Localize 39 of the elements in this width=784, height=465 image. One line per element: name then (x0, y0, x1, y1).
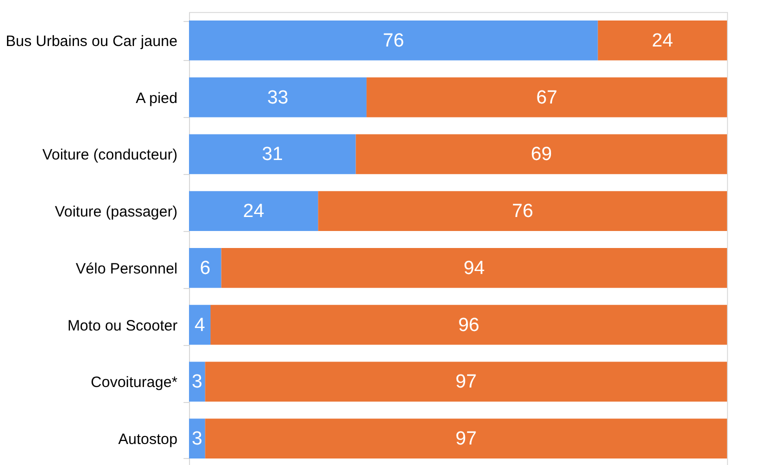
bar (318, 191, 727, 231)
data-label: 76 (382, 30, 404, 52)
data-label: 67 (536, 87, 558, 108)
bar (598, 20, 727, 60)
bar (189, 77, 367, 118)
bar (189, 418, 206, 458)
bar (189, 248, 222, 288)
data-label: 4 (194, 314, 206, 336)
data-label: 94 (464, 258, 486, 279)
bar (189, 304, 211, 345)
y-tick-label: Bus Urbains ou Car jaune (6, 32, 178, 50)
data-label: 96 (458, 314, 480, 336)
data-label: 24 (652, 30, 674, 52)
bar (189, 20, 598, 60)
data-label: 24 (242, 201, 265, 222)
data-label: 69 (530, 144, 552, 166)
bar (366, 77, 727, 118)
data-label: 31 (262, 144, 283, 166)
data-label: 6 (200, 258, 210, 279)
data-label: 33 (267, 87, 288, 108)
data-label: 76 (512, 201, 534, 222)
data-label: 3 (192, 372, 202, 393)
bar (210, 304, 727, 345)
y-tick-label: A pied (136, 90, 178, 107)
y-tick-label: Voiture (conducteur) (42, 146, 178, 164)
y-tick-label: Autostop (118, 431, 178, 448)
y-tick-label: Covoiturage* (90, 374, 178, 392)
bar (189, 134, 356, 174)
bar (205, 362, 727, 402)
data-label: 97 (456, 428, 477, 450)
bar (205, 418, 727, 458)
bar (189, 191, 318, 231)
y-tick-label: Vélo Personnel (76, 260, 178, 278)
bar (356, 134, 727, 174)
bar (221, 248, 727, 288)
data-label: 97 (456, 372, 477, 393)
y-tick-label: Moto ou Scooter (67, 317, 178, 334)
data-label: 3 (192, 428, 202, 450)
y-tick-label: Voiture (passager) (54, 204, 178, 221)
